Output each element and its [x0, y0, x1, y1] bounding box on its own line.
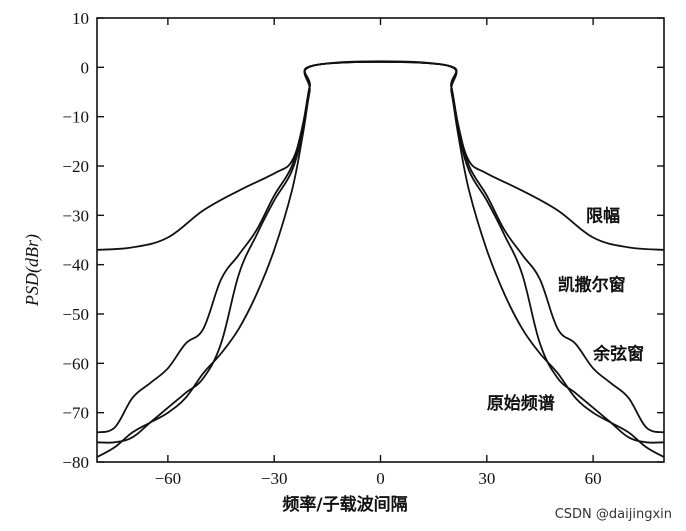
y-tick-label: −60 [62, 354, 89, 373]
y-axis-label: PSD(dBr) [22, 234, 43, 307]
y-tick-label: −40 [62, 256, 89, 275]
series-label-kaiser-window: 凯撒尔窗 [558, 274, 626, 295]
y-tick-label: −20 [62, 157, 89, 176]
x-axis-label: 频率/子载波间隔 [282, 494, 407, 515]
series-label-original-spectrum: 原始频谱 [487, 393, 555, 414]
series-layer [96, 60, 665, 458]
y-tick-label: −10 [62, 108, 89, 127]
y-tick-label: −50 [62, 305, 89, 324]
series-line-original-spectrum [96, 60, 665, 458]
series-line-clipping [96, 61, 665, 251]
y-tick-label: −80 [62, 453, 89, 472]
y-tick-label: −70 [62, 404, 89, 423]
series-label-cosine-window: 余弦窗 [592, 343, 644, 364]
series-line-kaiser-window [96, 61, 665, 434]
x-tick-label: 60 [585, 469, 602, 488]
tick-layer: 10 0 −10 −20 −30 −40 −50 −60 −70 −80 −60 −30 0 30 60 [62, 9, 664, 488]
watermark-text: CSDN @daijingxin [555, 507, 672, 522]
y-tick-label: 0 [81, 58, 90, 77]
x-tick-label: 0 [376, 469, 385, 488]
x-tick-label: −60 [155, 469, 182, 488]
series-line-cosine-window [96, 61, 665, 444]
y-tick-label: 10 [72, 9, 89, 28]
series-label-clipping: 限幅 [586, 205, 620, 226]
y-tick-label: −30 [62, 206, 89, 225]
x-tick-label: −30 [261, 469, 288, 488]
x-tick-label: 30 [478, 469, 495, 488]
